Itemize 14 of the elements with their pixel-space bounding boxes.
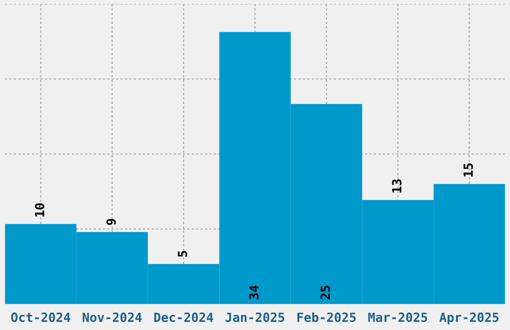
data-label: 9 [106,218,116,225]
x-tick-label: Dec-2024 [154,312,214,322]
data-label: 25 [320,286,330,300]
x-tick-label: Feb-2025 [297,312,356,322]
x-tick-label: Jan-2025 [226,312,284,322]
data-label: 10 [34,203,44,216]
x-tick-label: Apr-2025 [439,312,499,324]
data-label: 13 [392,179,402,192]
x-tick-label: Oct-2024 [11,312,70,322]
data-label: 15 [464,163,473,176]
x-tick-label: Nov-2024 [82,312,142,322]
x-tick-label: Mar-2025 [368,312,428,322]
data-label: 34 [249,286,259,300]
data-label: 5 [178,250,188,257]
